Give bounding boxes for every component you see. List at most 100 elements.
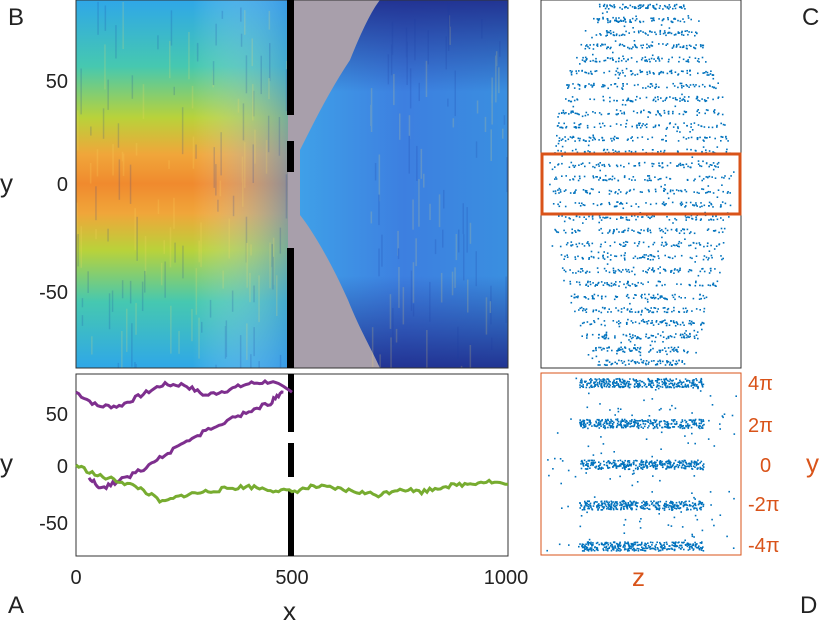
scatter-point bbox=[661, 138, 663, 141]
scatter-point bbox=[641, 380, 644, 383]
scatter-point bbox=[614, 505, 617, 508]
scatter-point bbox=[625, 67, 628, 70]
scatter-point bbox=[637, 380, 639, 382]
scatter-point bbox=[602, 423, 605, 426]
scatter-point bbox=[596, 45, 599, 47]
scatter-point bbox=[666, 308, 669, 311]
scatter-point bbox=[630, 337, 633, 340]
scatter-point bbox=[645, 386, 648, 388]
scatter-point bbox=[691, 547, 693, 549]
scatter-point bbox=[582, 258, 584, 260]
scatter-point bbox=[587, 298, 590, 300]
scatter-point bbox=[649, 179, 651, 181]
scatter-point bbox=[670, 506, 672, 508]
scatter-point bbox=[593, 320, 595, 322]
scatter-point bbox=[622, 505, 625, 508]
scatter-point bbox=[583, 459, 586, 462]
scatter-point bbox=[688, 31, 690, 33]
scatter-point bbox=[633, 543, 635, 546]
scatter-point bbox=[630, 508, 633, 510]
scatter-point bbox=[569, 280, 571, 283]
scatter-point bbox=[623, 548, 626, 551]
scatter-point bbox=[665, 337, 668, 340]
scatter-point bbox=[676, 506, 679, 508]
scatter-point bbox=[645, 59, 648, 61]
scatter-point bbox=[698, 192, 700, 194]
scatter-point bbox=[651, 541, 654, 544]
scatter-point bbox=[660, 420, 663, 423]
scatter-point bbox=[606, 46, 609, 48]
scatter-point bbox=[603, 546, 606, 548]
scatter-point bbox=[659, 334, 662, 337]
scatter-point bbox=[576, 112, 578, 115]
scatter-point bbox=[636, 425, 638, 428]
scatter-point bbox=[687, 100, 689, 102]
heatmap-texture bbox=[269, 43, 271, 82]
scatter-point bbox=[625, 425, 628, 427]
scatter-point bbox=[586, 418, 588, 421]
scatter-point bbox=[665, 140, 667, 142]
scatter-point bbox=[660, 244, 663, 246]
scatter-point bbox=[659, 362, 662, 365]
scatter-point bbox=[724, 202, 727, 205]
scatter-point bbox=[707, 258, 709, 261]
scatter-point bbox=[623, 360, 626, 363]
scatter-point bbox=[586, 335, 588, 337]
scatter-point bbox=[663, 509, 666, 511]
scatter-point bbox=[609, 461, 611, 464]
scatter-point bbox=[636, 95, 638, 98]
scatter-point bbox=[626, 282, 628, 285]
scatter-point bbox=[590, 549, 593, 552]
scatter-point bbox=[606, 350, 609, 352]
heatmap-texture bbox=[181, 107, 184, 155]
scatter-point bbox=[623, 58, 625, 60]
scatter-point bbox=[631, 504, 634, 506]
heatmap-texture bbox=[246, 323, 248, 360]
scatter-point bbox=[720, 204, 722, 206]
scatter-point bbox=[662, 547, 665, 549]
scatter-point bbox=[658, 60, 661, 62]
scatter-point bbox=[625, 240, 627, 243]
scatter-point bbox=[592, 464, 594, 467]
scatter-point bbox=[561, 507, 563, 509]
scatter-point bbox=[610, 285, 613, 287]
scatter-point bbox=[646, 229, 649, 231]
scatter-point bbox=[607, 544, 610, 546]
scatter-point bbox=[694, 498, 696, 500]
scatter-point bbox=[688, 500, 691, 503]
scatter-point bbox=[565, 126, 567, 129]
scatter-point bbox=[702, 258, 705, 261]
scatter-point bbox=[659, 420, 661, 423]
scatter-point bbox=[605, 464, 608, 467]
scatter-point bbox=[579, 543, 581, 545]
scatter-point bbox=[636, 544, 639, 547]
scatter-point bbox=[658, 72, 661, 74]
scatter-point bbox=[647, 85, 649, 88]
scatter-point bbox=[663, 310, 666, 313]
heatmap-texture bbox=[129, 280, 132, 304]
scatter-point bbox=[606, 47, 608, 50]
scatter-point bbox=[606, 359, 609, 362]
scatter-point bbox=[595, 34, 598, 36]
heatmap-texture bbox=[104, 44, 106, 90]
scatter-point bbox=[619, 6, 621, 9]
scatter-point bbox=[646, 467, 648, 469]
scatter-point bbox=[646, 43, 648, 46]
heatmap-texture bbox=[107, 79, 109, 110]
scatter-point bbox=[676, 348, 678, 351]
scatter-point bbox=[682, 504, 685, 506]
scatter-point bbox=[621, 503, 624, 506]
scatter-point bbox=[594, 383, 597, 386]
scatter-point bbox=[579, 421, 581, 424]
scatter-point bbox=[604, 307, 606, 309]
scatter-point bbox=[680, 201, 683, 204]
scatter-point bbox=[652, 347, 654, 350]
scatter-point bbox=[658, 86, 660, 88]
scatter-point bbox=[704, 136, 706, 139]
scatter-point bbox=[692, 504, 695, 507]
scatter-point bbox=[632, 461, 635, 464]
scatter-point bbox=[636, 60, 638, 63]
scatter-point bbox=[685, 463, 688, 465]
scatter-point bbox=[598, 191, 600, 193]
scatter-point bbox=[632, 176, 635, 178]
